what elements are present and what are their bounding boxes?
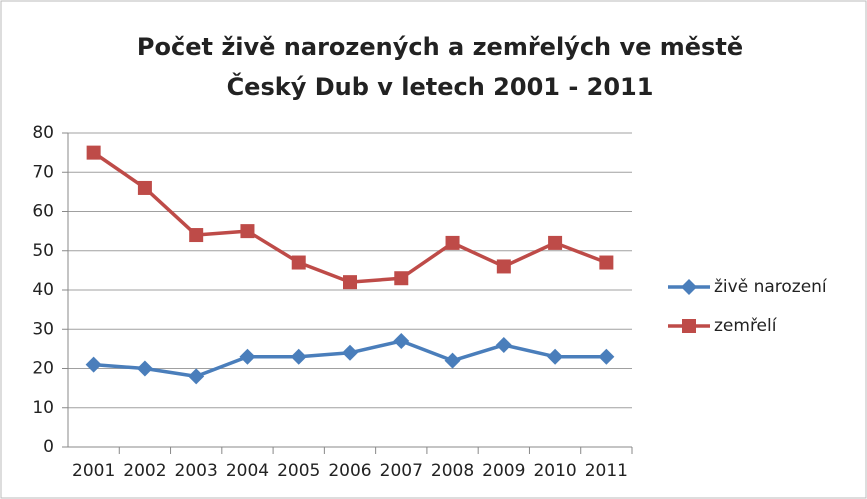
x-tick-label: 2002 <box>123 461 166 481</box>
point <box>599 255 614 270</box>
legend-label: zemřelí <box>714 316 778 336</box>
y-tick-label: 70 <box>32 162 54 182</box>
point <box>136 360 153 377</box>
point <box>394 271 409 286</box>
x-tick-label: 2005 <box>277 461 320 481</box>
x-tick-label: 2011 <box>585 461 628 481</box>
x-tick-label: 2008 <box>431 461 474 481</box>
point <box>547 348 564 365</box>
y-tick-label: 30 <box>32 319 54 339</box>
point <box>239 348 256 365</box>
x-tick-label: 2003 <box>175 461 218 481</box>
point <box>444 352 461 369</box>
x-tick-label: 2009 <box>482 461 525 481</box>
point <box>342 344 358 361</box>
point <box>495 336 512 353</box>
y-tick-label: 10 <box>32 398 54 418</box>
x-tick-label: 2007 <box>380 461 423 481</box>
x-tick-label: 2010 <box>533 461 576 481</box>
point <box>343 275 357 290</box>
legend-marker <box>681 279 697 295</box>
x-tick-label: 2001 <box>72 461 115 481</box>
chart-title: Český Dub v letech 2001 - 2011 <box>227 71 654 101</box>
point <box>240 224 255 239</box>
point <box>189 228 204 243</box>
point <box>598 348 615 365</box>
chart-title: Počet živě narozených a zemřelých ve měs… <box>137 33 743 61</box>
point <box>445 235 460 250</box>
point <box>548 235 563 250</box>
y-tick-label: 50 <box>32 241 54 261</box>
y-tick-label: 80 <box>32 123 54 143</box>
point <box>290 348 307 365</box>
point <box>86 145 101 160</box>
x-tick-label: 2006 <box>328 461 371 481</box>
point <box>393 333 410 350</box>
point <box>496 259 511 274</box>
y-tick-label: 60 <box>32 202 54 222</box>
y-tick-label: 0 <box>43 437 54 457</box>
legend-label: živě narození <box>714 277 828 297</box>
point <box>188 368 205 385</box>
point <box>291 255 306 270</box>
point <box>137 180 152 195</box>
y-tick-label: 20 <box>32 359 54 379</box>
y-tick-label: 40 <box>32 280 54 300</box>
x-tick-label: 2004 <box>226 461 269 481</box>
legend-marker <box>682 319 696 333</box>
point <box>85 356 102 373</box>
